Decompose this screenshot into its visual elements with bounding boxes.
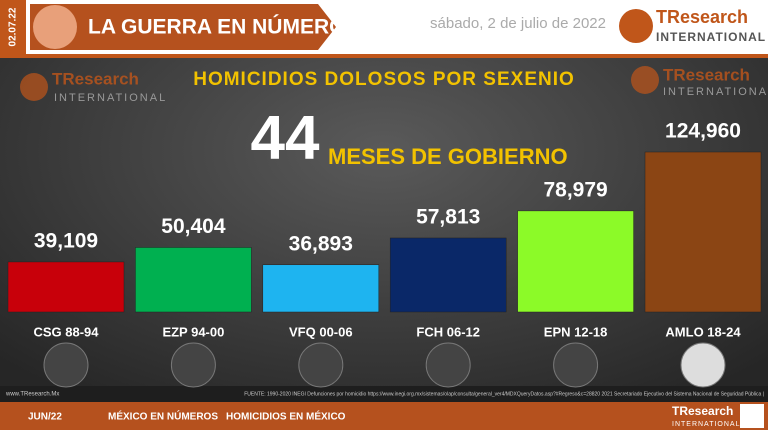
x-tick-label: EPN 12-18 bbox=[544, 324, 608, 339]
value-label: 124,960 bbox=[665, 120, 741, 143]
x-tick-label: VFQ 00-06 bbox=[289, 324, 353, 339]
portrait bbox=[425, 342, 471, 388]
watermark-icon bbox=[20, 73, 48, 101]
footer-logo-sub: INTERNATIONAL bbox=[672, 421, 741, 428]
bottom-bar bbox=[0, 402, 768, 430]
bar bbox=[135, 247, 252, 313]
annotation-text: MESES DE GOBIERNO bbox=[328, 144, 568, 169]
x-tick-label: FCH 06-12 bbox=[416, 324, 480, 339]
footer-source: FUENTE: 1990-2020 INEGI Defunciones por … bbox=[244, 391, 764, 397]
portrait bbox=[170, 342, 216, 388]
watermark-name: TResearch bbox=[663, 65, 750, 84]
value-label: 36,893 bbox=[289, 232, 353, 255]
footer-month[interactable]: JUN/22 bbox=[28, 412, 62, 423]
watermark-sub: INTERNATIONAL bbox=[54, 92, 167, 104]
qr-code bbox=[740, 404, 764, 428]
date-strip bbox=[0, 0, 26, 54]
portrait bbox=[680, 342, 726, 388]
footer-link[interactable]: HOMICIDIOS EN MÉXICO bbox=[226, 410, 346, 423]
logo-icon bbox=[619, 9, 653, 43]
watermark-sub: INTERNATIONAL bbox=[663, 86, 768, 98]
bar bbox=[7, 261, 125, 313]
chart-title: HOMICIDIOS DOLOSOS POR SEXENIO bbox=[193, 69, 575, 90]
source-strip bbox=[0, 386, 768, 402]
bar bbox=[262, 264, 380, 313]
value-label: 78,979 bbox=[543, 178, 607, 201]
footer-logo-name: TResearch bbox=[672, 404, 733, 418]
watermark-name: TResearch bbox=[52, 69, 139, 88]
logo-name: TResearch bbox=[656, 7, 748, 27]
date-code: 02.07.22 bbox=[8, 7, 19, 46]
title-banner bbox=[30, 4, 336, 50]
footer-site: www.TResearch.Mx bbox=[5, 392, 59, 398]
bar bbox=[389, 237, 507, 313]
value-label: 39,109 bbox=[34, 229, 98, 252]
bar bbox=[644, 151, 762, 313]
header-date: sábado, 2 de julio de 2022 bbox=[430, 15, 606, 32]
x-tick-label: EZP 94-00 bbox=[162, 324, 224, 339]
header-rule bbox=[0, 54, 768, 58]
annotation-number: 44 bbox=[251, 103, 320, 172]
x-tick-label: AMLO 18-24 bbox=[665, 324, 741, 339]
bar bbox=[517, 210, 634, 313]
portrait bbox=[553, 342, 599, 388]
portrait bbox=[43, 342, 89, 388]
value-label: 57,813 bbox=[416, 206, 480, 229]
x-tick-label: CSG 88-94 bbox=[33, 324, 99, 339]
footer-link[interactable]: MÉXICO EN NÚMEROS bbox=[108, 410, 218, 423]
header-title: LA GUERRA EN NÚMEROS bbox=[88, 15, 359, 39]
value-label: 50,404 bbox=[161, 215, 226, 238]
watermark-icon bbox=[631, 66, 659, 94]
logo-sub: INTERNATIONAL bbox=[656, 30, 766, 44]
map-icon bbox=[33, 5, 77, 49]
portrait bbox=[298, 342, 344, 388]
